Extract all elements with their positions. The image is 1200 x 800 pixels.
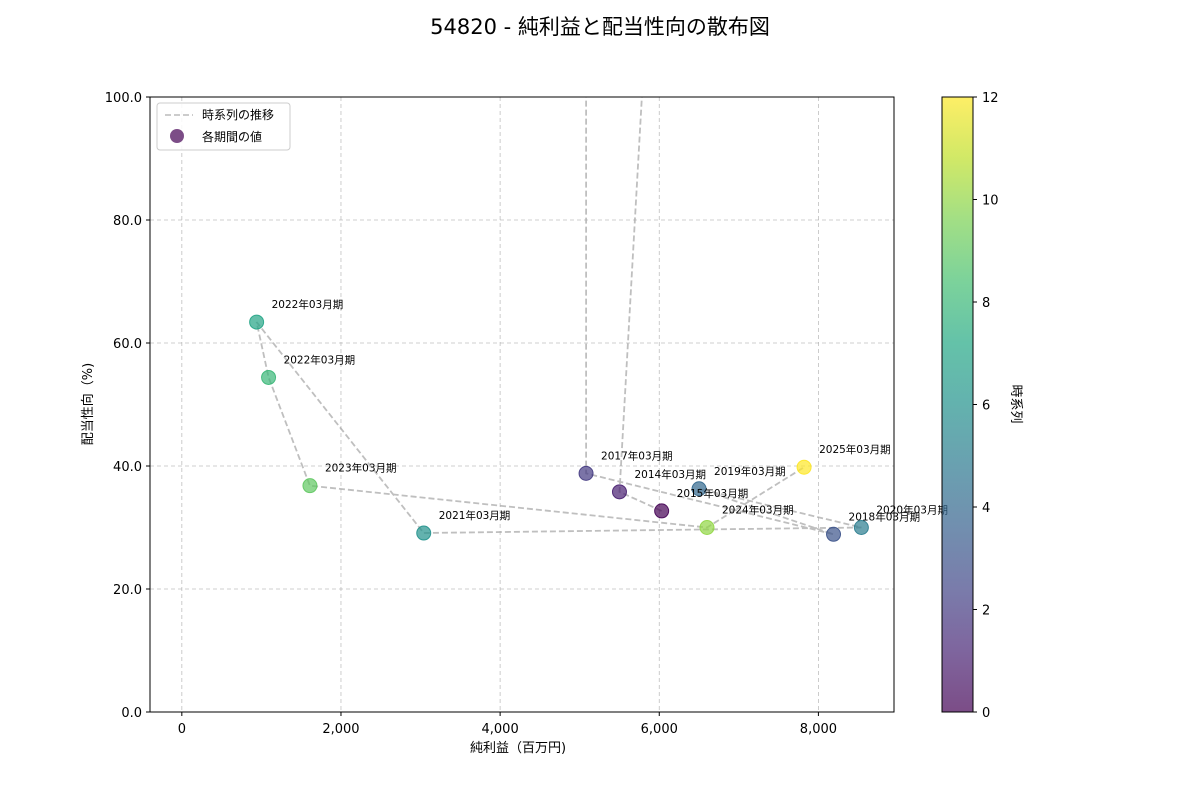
y-tick-label: 60.0 — [113, 337, 142, 352]
y-tick-label: 0.0 — [121, 706, 142, 721]
grid — [150, 96, 894, 713]
point-label: 2020年03月期 — [876, 504, 948, 517]
data-point — [416, 525, 432, 541]
x-tick-label: 4,000 — [482, 722, 519, 737]
colorbar-tick-label: 8 — [982, 296, 990, 311]
point-label: 2019年03月期 — [714, 465, 786, 478]
timeseries-line — [255, 97, 862, 536]
colorbar-ticks: 0 2 4 6 8 10 12 — [973, 91, 999, 721]
timeseries-path — [255, 97, 862, 536]
data-point — [654, 503, 670, 519]
data-point — [261, 369, 277, 385]
point-label: 2017年03月期 — [601, 449, 673, 462]
point-label: 2024年03月期 — [722, 504, 794, 517]
data-point — [826, 526, 842, 542]
point-label: 2022年03月期 — [272, 298, 344, 311]
y-tick-label: 40.0 — [113, 460, 142, 475]
legend-point-swatch — [170, 129, 184, 143]
point-label: 2014年03月期 — [634, 468, 706, 481]
data-point — [796, 459, 812, 475]
legend-box — [156, 102, 291, 151]
x-tick-label: 2,000 — [322, 722, 359, 737]
y-axis: 0.0 20.0 40.0 60.0 80.0 100.0 — [105, 91, 150, 721]
colorbar-tick-label: 4 — [982, 501, 990, 516]
x-tick-label: 6,000 — [641, 722, 678, 737]
colorbar-tick-label: 6 — [982, 399, 990, 414]
data-point — [249, 314, 265, 330]
colorbar-tick-label: 10 — [982, 194, 999, 209]
colorbar-gradient — [941, 96, 974, 713]
point-label: 2021年03月期 — [439, 509, 511, 522]
point-label: 2023年03月期 — [325, 462, 397, 475]
data-point — [699, 520, 715, 535]
chart-title: 54820 - 純利益と配当性向の散布図 — [430, 15, 770, 39]
colorbar: 0 2 4 6 8 10 12 時系列 — [941, 91, 1023, 721]
point-label: 2018年03月期 — [849, 510, 921, 523]
x-tick-label: 0 — [178, 722, 186, 737]
points — [249, 314, 869, 542]
point-label: 2015年03月期 — [677, 487, 749, 500]
legend-point-label: 各期間の値 — [202, 129, 262, 144]
point-label: 2025年03月期 — [819, 443, 891, 456]
y-tick-label: 100.0 — [105, 91, 142, 106]
x-axis: 0 2,000 4,000 6,000 8,000 — [178, 712, 837, 737]
legend-line-label: 時系列の推移 — [202, 108, 274, 122]
data-point — [302, 478, 318, 494]
y-axis-label: 配当性向（%) — [80, 363, 96, 445]
data-point — [611, 484, 627, 500]
point-labels: 2015年03月期 2014年03月期 2017年03月期 2018年03月期 2019… — [272, 298, 948, 523]
data-point — [691, 481, 707, 497]
colorbar-tick-label: 12 — [982, 91, 999, 106]
colorbar-label: 時系列 — [1008, 384, 1023, 423]
colorbar-tick-label: 0 — [982, 706, 990, 721]
data-point — [578, 465, 594, 481]
point-label: 2022年03月期 — [284, 353, 356, 366]
colorbar-tick-label: 2 — [982, 604, 990, 619]
y-tick-label: 80.0 — [113, 214, 142, 229]
x-tick-label: 8,000 — [800, 722, 837, 737]
plot-frame — [149, 96, 895, 713]
data-point — [853, 520, 869, 535]
y-tick-label: 20.0 — [113, 583, 142, 598]
legend: 時系列の推移 各期間の値 — [156, 102, 291, 151]
x-axis-label: 純利益（百万円) — [470, 741, 566, 756]
